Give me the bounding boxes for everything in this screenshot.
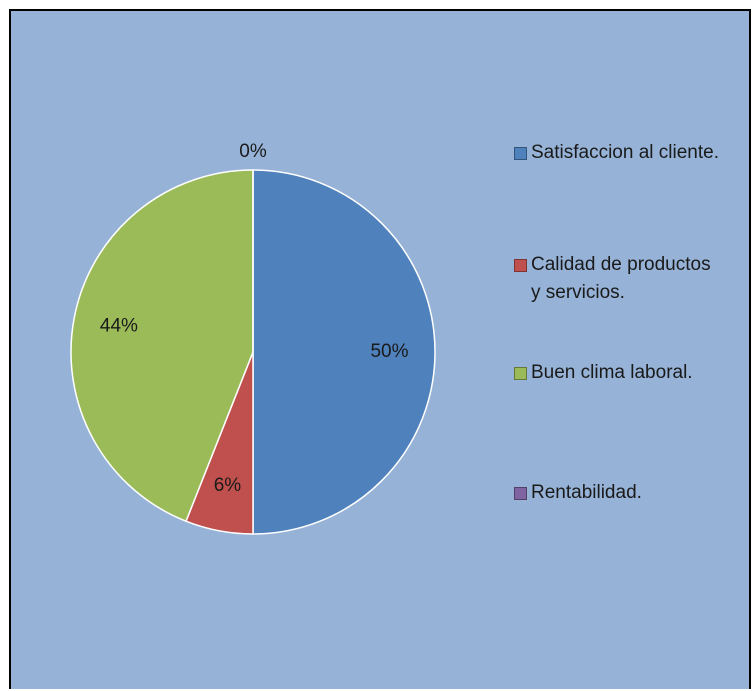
chart: 50% 6% 44% 0%	[70, 141, 436, 535]
data-label: 6%	[214, 475, 242, 496]
legend-swatch	[514, 259, 527, 272]
legend-label: Buen clima laboral.	[531, 362, 693, 383]
legend-label: Calidad de productos y servicios.	[531, 254, 711, 303]
legend-swatch	[514, 147, 527, 160]
legend-item: Rentabilidad.	[514, 479, 729, 507]
legend-swatch	[514, 487, 527, 500]
data-label: 50%	[370, 341, 408, 362]
pie-slice	[252, 169, 436, 535]
data-label: 0%	[239, 141, 267, 162]
legend-item: Satisfaccion al cliente.	[514, 139, 729, 167]
legend-item: Calidad de productos y servicios.	[514, 251, 729, 307]
pie-slice	[70, 169, 254, 523]
legend-label: Satisfaccion al cliente.	[531, 142, 719, 163]
data-label: 44%	[100, 315, 138, 336]
legend-item: Buen clima laboral.	[514, 359, 729, 387]
chart-area: 50% 6% 44% 0% Satisfaccion al cliente. Calid…	[9, 9, 751, 689]
legend-swatch	[514, 367, 527, 380]
legend-label: Rentabilidad.	[531, 482, 642, 503]
